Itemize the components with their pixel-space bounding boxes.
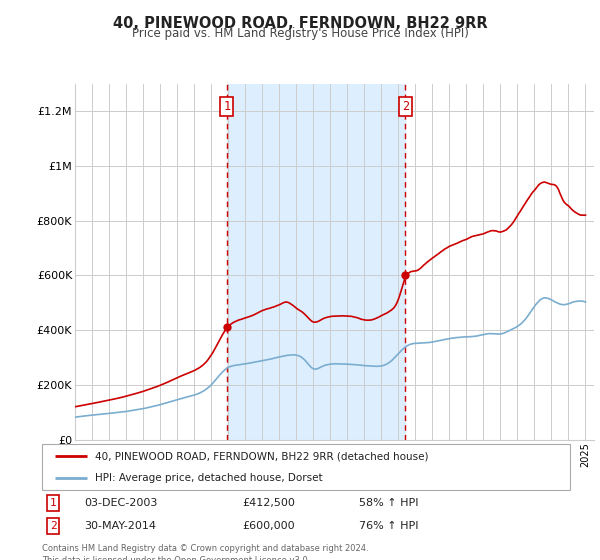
Bar xyxy=(227,84,406,440)
Text: 58% ↑ HPI: 58% ↑ HPI xyxy=(359,498,418,508)
Text: 2: 2 xyxy=(402,100,409,113)
Text: 1: 1 xyxy=(50,498,56,508)
Text: 30-MAY-2014: 30-MAY-2014 xyxy=(84,521,156,531)
Text: 40, PINEWOOD ROAD, FERNDOWN, BH22 9RR: 40, PINEWOOD ROAD, FERNDOWN, BH22 9RR xyxy=(113,16,487,31)
Text: HPI: Average price, detached house, Dorset: HPI: Average price, detached house, Dors… xyxy=(95,473,322,483)
Text: 1: 1 xyxy=(223,100,230,113)
Text: £600,000: £600,000 xyxy=(242,521,295,531)
Text: 76% ↑ HPI: 76% ↑ HPI xyxy=(359,521,418,531)
Text: 40, PINEWOOD ROAD, FERNDOWN, BH22 9RR (detached house): 40, PINEWOOD ROAD, FERNDOWN, BH22 9RR (d… xyxy=(95,451,428,461)
Text: £412,500: £412,500 xyxy=(242,498,296,508)
Text: Contains HM Land Registry data © Crown copyright and database right 2024.
This d: Contains HM Land Registry data © Crown c… xyxy=(42,544,368,560)
Text: 2: 2 xyxy=(50,521,56,531)
Text: 03-DEC-2003: 03-DEC-2003 xyxy=(84,498,158,508)
Text: Price paid vs. HM Land Registry's House Price Index (HPI): Price paid vs. HM Land Registry's House … xyxy=(131,27,469,40)
